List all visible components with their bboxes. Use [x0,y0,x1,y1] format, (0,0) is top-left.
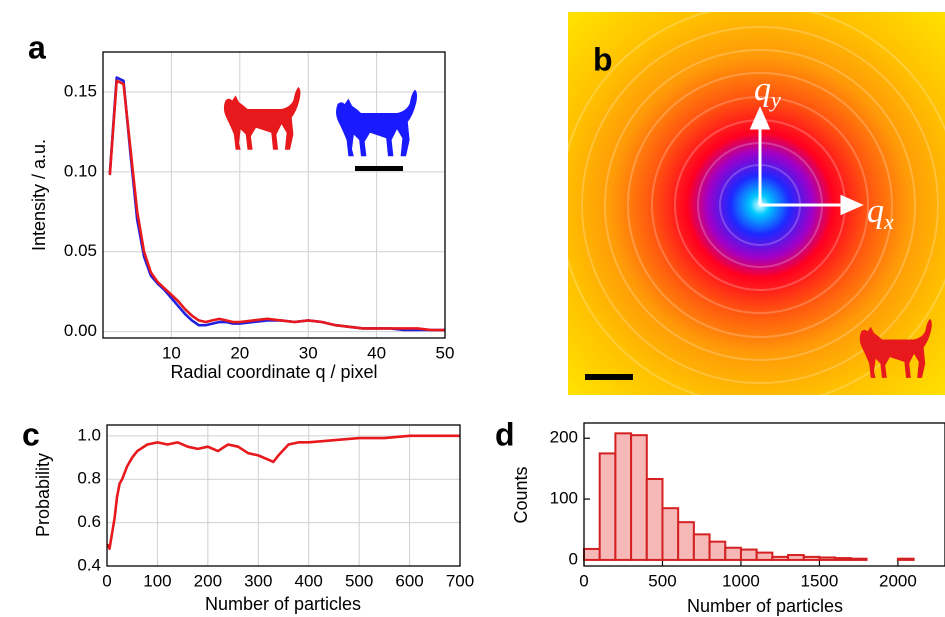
histogram-bar [661,507,680,561]
panel: 0 100 200 300 400 500 600 700 0.4 0.6 0.8 1.0 Number… [22,416,474,613]
histogram-bar [755,551,774,561]
x-tick-label: 1000 [722,571,760,590]
qx-base: q [867,193,884,230]
q-axes-arrows [749,106,864,216]
histogram-bar [645,477,664,561]
panel-label: a [28,29,46,65]
x-tick-label: 500 [345,571,373,590]
histogram-bar [614,432,633,561]
x-tick-label: 50 [436,343,455,362]
plot-area [107,425,460,566]
histogram-bar [771,555,790,561]
y-axis-label: Counts [511,466,531,523]
plot-frame [106,424,461,567]
x-tick-label: 20 [230,343,249,362]
y-tick-label: 0.6 [77,512,101,531]
x-tick-label: 40 [367,343,386,362]
histogram-bar [583,547,601,561]
y-axis-label: Intensity / a.u. [29,139,49,251]
x-tick-label: 600 [395,571,423,590]
x-tick-label: 10 [162,343,181,362]
panel: 10 20 30 40 50 0.00 0.05 0.10 0.15 Radial coordin… [28,29,454,381]
data-line [108,79,445,332]
qx-sub: x [883,209,894,234]
histogram-bar [692,533,711,561]
qy-label: qy [754,71,781,112]
y-tick-label: 0.10 [64,161,97,180]
x-tick-label: 700 [446,571,474,590]
x-tick-label: 200 [194,571,222,590]
scale-bar [355,166,403,171]
histogram-bar [677,521,695,561]
data-line [106,434,460,550]
diffraction-image: qy qx [568,12,945,395]
panel: 0 500 1000 1500 2000 0 100 200 Number of particl… [495,416,945,616]
x-tick-label: 0 [102,571,111,590]
x-tick-label: 400 [295,571,323,590]
qx-label: qx [867,193,894,234]
histogram-bar [598,452,617,561]
y-tick-label: 1.0 [77,425,101,444]
histogram-bar [724,546,742,561]
y-tick-label: 0 [569,549,578,568]
histogram-bar [630,434,648,561]
panel-label: b [593,41,613,77]
panel-label: d [495,416,515,452]
x-axis-label: Number of particles [687,596,843,616]
y-tick-label: 200 [550,428,578,447]
panel-label: c [22,416,40,452]
y-tick-label: 0.15 [64,81,97,100]
y-tick-label: 100 [550,489,578,508]
x-tick-label: 30 [299,343,318,362]
x-tick-label: 100 [143,571,171,590]
y-tick-label: 0.05 [64,241,97,260]
y-tick-label: 0.8 [77,469,101,488]
x-tick-label: 300 [244,571,272,590]
x-tick-label: 500 [648,571,676,590]
qy-sub: y [769,87,781,112]
x-tick-label: 2000 [879,571,917,590]
x-axis-label: Number of particles [205,594,361,614]
histogram-bar [849,557,868,561]
histogram-bar [802,555,821,561]
diffraction-background [568,12,945,395]
histogram-bar [739,548,758,561]
histogram-bar [708,540,727,561]
x-axis-label: Radial coordinate q / pixel [170,362,377,382]
histogram-bar [834,557,852,561]
histogram-bar [787,554,805,561]
histogram-bar [896,557,915,561]
plot-area [103,52,445,338]
y-axis-label: Probability [33,453,53,537]
x-tick-label: 0 [579,571,588,590]
plot-frame [583,422,945,567]
plot-frame [102,51,446,339]
y-tick-label: 0.4 [77,555,101,574]
qy-base: q [754,71,771,108]
x-tick-label: 1500 [801,571,839,590]
y-tick-label: 0.00 [64,321,97,340]
scale-bar [585,374,633,380]
histogram-bar [818,556,837,561]
